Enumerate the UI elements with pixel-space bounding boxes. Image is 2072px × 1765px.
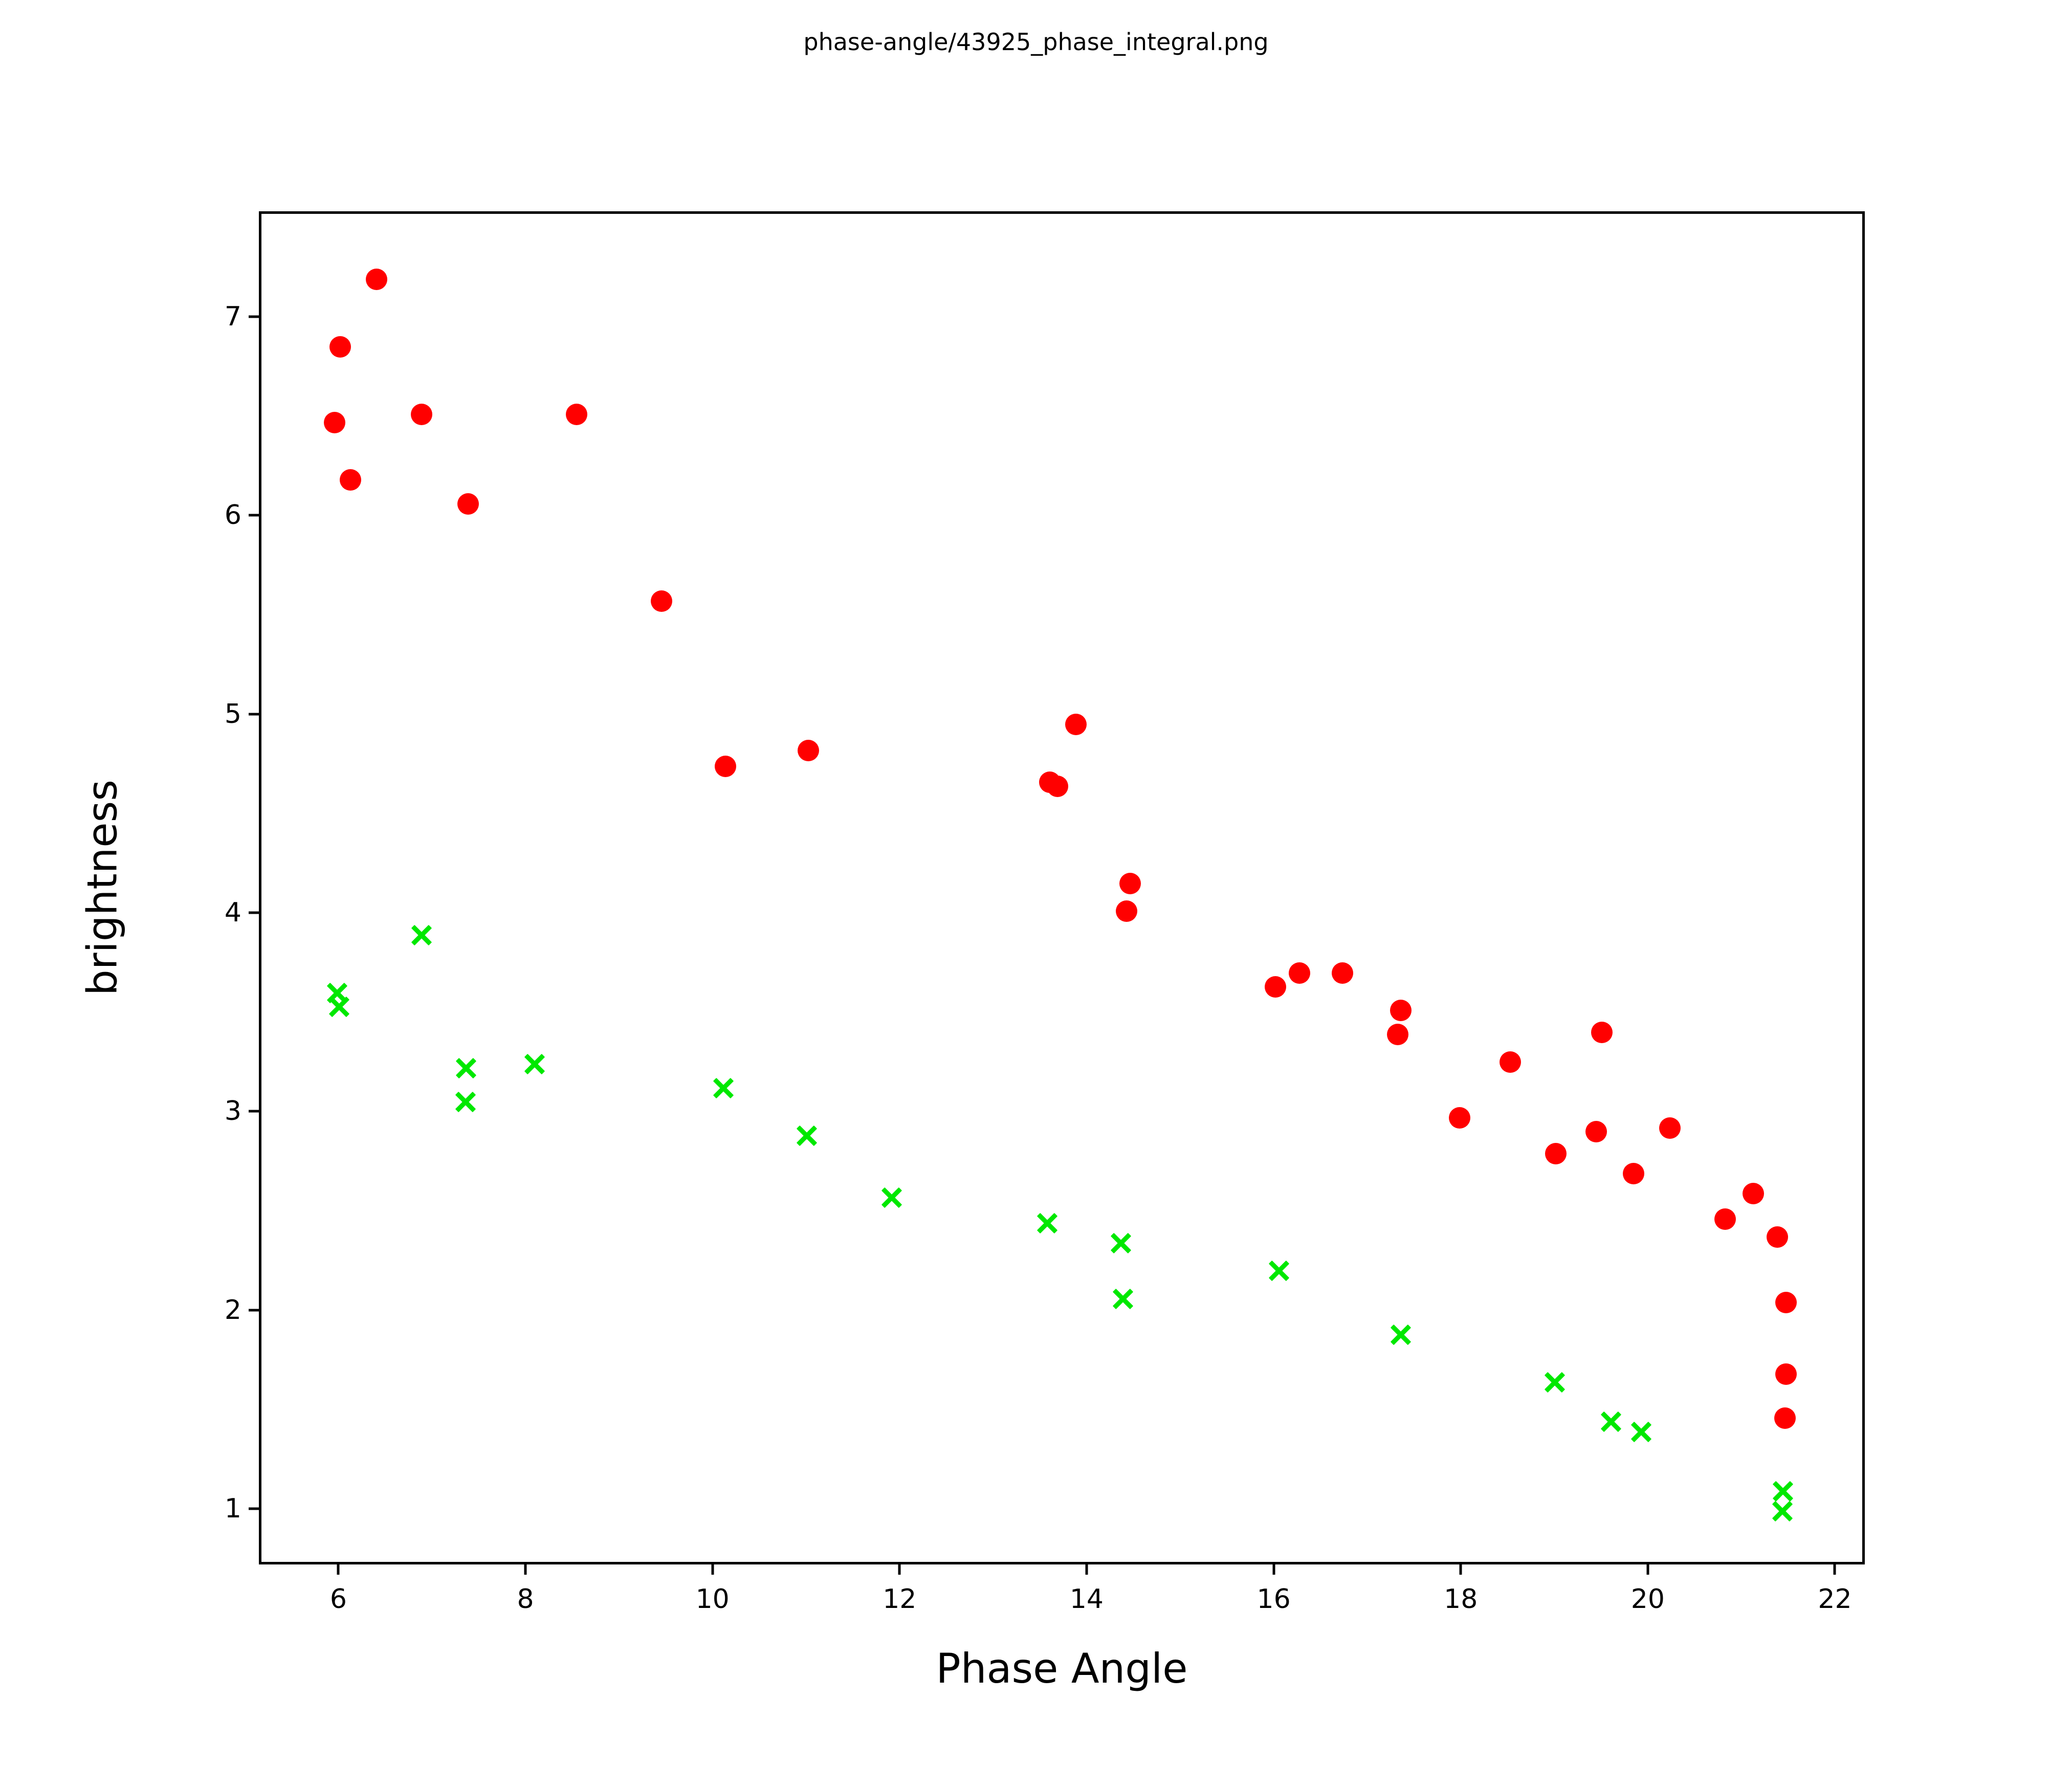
y-tick-mark <box>249 514 259 517</box>
data-point-red-series <box>651 590 673 612</box>
plot-data-area <box>261 214 1862 1562</box>
y-tick-mark <box>249 315 259 318</box>
data-point-red-series <box>1774 1407 1796 1429</box>
x-tick-mark <box>1646 1564 1649 1575</box>
data-point-green-series <box>712 1077 735 1099</box>
data-point-red-series <box>1039 771 1061 793</box>
data-point-red-series <box>1585 1121 1607 1143</box>
data-point-green-series <box>1544 1371 1566 1394</box>
x-tick-mark <box>524 1564 527 1575</box>
data-point-green-series <box>1771 1500 1794 1523</box>
x-tick-mark <box>898 1564 901 1575</box>
x-tick-label: 12 <box>883 1584 917 1615</box>
data-point-red-series <box>1499 1051 1521 1073</box>
data-point-green-series <box>454 1091 477 1113</box>
data-point-green-series <box>328 996 350 1018</box>
x-tick-mark <box>337 1564 340 1575</box>
data-point-red-series <box>1775 1292 1797 1314</box>
figure-title: phase-angle/43925_phase_integral.png <box>803 28 1269 56</box>
y-tick-label: 2 <box>224 1294 241 1326</box>
data-point-red-series <box>1390 1000 1412 1022</box>
data-point-red-series <box>365 269 387 291</box>
data-point-red-series <box>1659 1117 1681 1139</box>
y-tick-label: 3 <box>224 1096 241 1127</box>
x-tick-label: 8 <box>517 1584 534 1615</box>
data-point-red-series <box>1714 1208 1736 1230</box>
y-tick-label: 1 <box>224 1493 241 1525</box>
x-tick-label: 22 <box>1818 1584 1852 1615</box>
y-tick-label: 7 <box>224 301 241 332</box>
data-point-green-series <box>1036 1212 1059 1234</box>
data-point-red-series <box>1065 714 1087 736</box>
data-point-red-series <box>1448 1107 1470 1129</box>
data-point-red-series <box>714 755 736 777</box>
data-point-red-series <box>1289 962 1311 984</box>
y-tick-mark <box>249 713 259 716</box>
y-axis-label: brightness <box>78 779 126 996</box>
x-tick-mark <box>1085 1564 1088 1575</box>
y-tick-label: 6 <box>224 500 241 531</box>
data-point-red-series <box>1116 900 1138 922</box>
data-point-red-series <box>1387 1024 1409 1046</box>
x-tick-label: 14 <box>1069 1584 1104 1615</box>
data-point-red-series <box>1046 775 1068 797</box>
data-point-green-series <box>410 924 433 946</box>
data-point-red-series <box>1775 1363 1797 1385</box>
y-tick-mark <box>249 1309 259 1312</box>
x-tick-mark <box>1459 1564 1462 1575</box>
data-point-red-series <box>329 336 351 358</box>
data-point-green-series <box>326 982 348 1004</box>
y-tick-mark <box>249 1507 259 1510</box>
data-point-green-series <box>880 1186 903 1209</box>
x-tick-label: 18 <box>1444 1584 1478 1615</box>
x-tick-label: 20 <box>1630 1584 1665 1615</box>
y-tick-mark <box>249 1110 259 1113</box>
data-point-red-series <box>323 411 345 433</box>
plot-axes-frame <box>259 211 1865 1564</box>
data-point-green-series <box>1600 1410 1622 1433</box>
data-point-red-series <box>1591 1022 1613 1044</box>
y-tick-mark <box>249 911 259 914</box>
data-point-green-series <box>1110 1232 1132 1254</box>
data-point-green-series <box>1390 1323 1412 1346</box>
x-tick-label: 16 <box>1257 1584 1291 1615</box>
x-tick-mark <box>711 1564 714 1575</box>
data-point-green-series <box>455 1057 477 1079</box>
x-tick-mark <box>1272 1564 1275 1575</box>
data-point-red-series <box>1119 872 1141 894</box>
data-point-red-series <box>1332 962 1354 984</box>
data-point-red-series <box>798 739 820 761</box>
data-point-red-series <box>410 404 432 426</box>
data-point-red-series <box>1622 1162 1644 1184</box>
x-tick-label: 6 <box>329 1584 347 1615</box>
data-point-green-series <box>1772 1480 1794 1503</box>
data-point-green-series <box>1630 1421 1652 1443</box>
data-point-red-series <box>457 493 479 515</box>
y-tick-label: 5 <box>224 698 241 730</box>
data-point-red-series <box>1742 1182 1764 1204</box>
y-tick-label: 4 <box>224 897 241 929</box>
data-point-green-series <box>523 1053 546 1075</box>
x-tick-label: 10 <box>695 1584 730 1615</box>
x-axis-label: Phase Angle <box>936 1645 1188 1692</box>
data-point-red-series <box>1264 976 1286 998</box>
data-point-green-series <box>796 1124 818 1147</box>
data-point-green-series <box>1112 1288 1134 1310</box>
data-point-green-series <box>1268 1260 1290 1282</box>
data-point-red-series <box>1545 1143 1567 1165</box>
data-point-red-series <box>339 469 361 491</box>
x-tick-mark <box>1833 1564 1836 1575</box>
data-point-red-series <box>566 404 588 426</box>
data-point-red-series <box>1767 1226 1789 1248</box>
